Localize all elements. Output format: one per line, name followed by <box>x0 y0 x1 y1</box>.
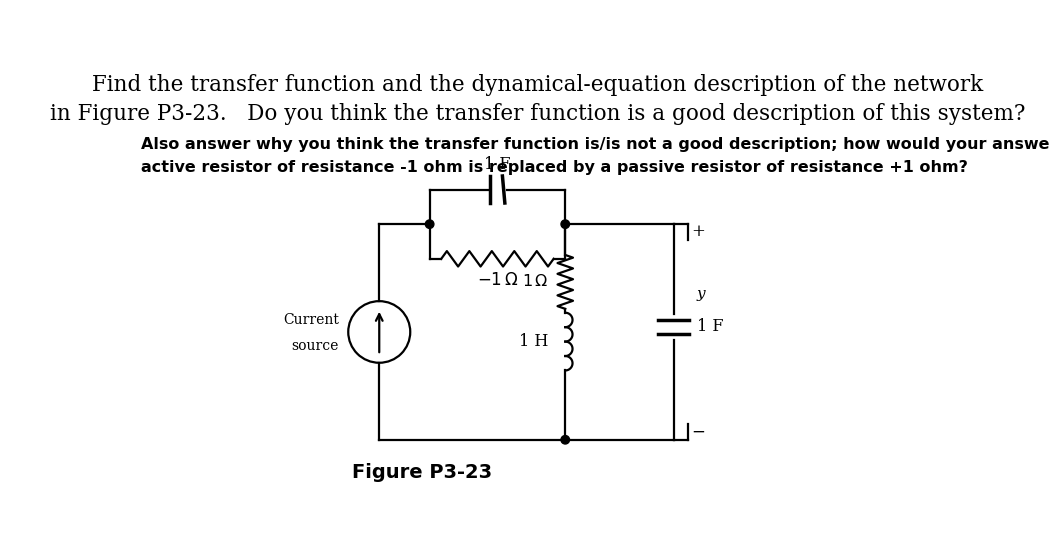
Text: Also answer why you think the transfer function is/is not a good description; ho: Also answer why you think the transfer f… <box>141 137 1050 152</box>
Text: −: − <box>691 424 705 440</box>
Circle shape <box>561 220 569 229</box>
Text: in Figure P3-23.   Do you think the transfer function is a good description of t: in Figure P3-23. Do you think the transf… <box>50 103 1026 125</box>
Text: Figure P3-23: Figure P3-23 <box>352 463 492 482</box>
Text: $-1\,\Omega$: $-1\,\Omega$ <box>477 272 518 289</box>
Text: 1 H: 1 H <box>519 333 548 350</box>
Circle shape <box>561 435 569 444</box>
Text: $1\,\Omega$: $1\,\Omega$ <box>522 273 548 291</box>
Text: Find the transfer function and the dynamical-equation description of the network: Find the transfer function and the dynam… <box>92 74 984 96</box>
Text: source: source <box>292 339 339 353</box>
Text: active resistor of resistance -1 ohm is replaced by a passive resistor of resist: active resistor of resistance -1 ohm is … <box>141 160 967 176</box>
Text: 1 F: 1 F <box>697 318 723 335</box>
Text: Current: Current <box>284 314 339 328</box>
Text: +: + <box>691 224 705 240</box>
Circle shape <box>425 220 434 229</box>
Text: 1 F: 1 F <box>484 155 510 173</box>
Text: y: y <box>697 287 706 301</box>
